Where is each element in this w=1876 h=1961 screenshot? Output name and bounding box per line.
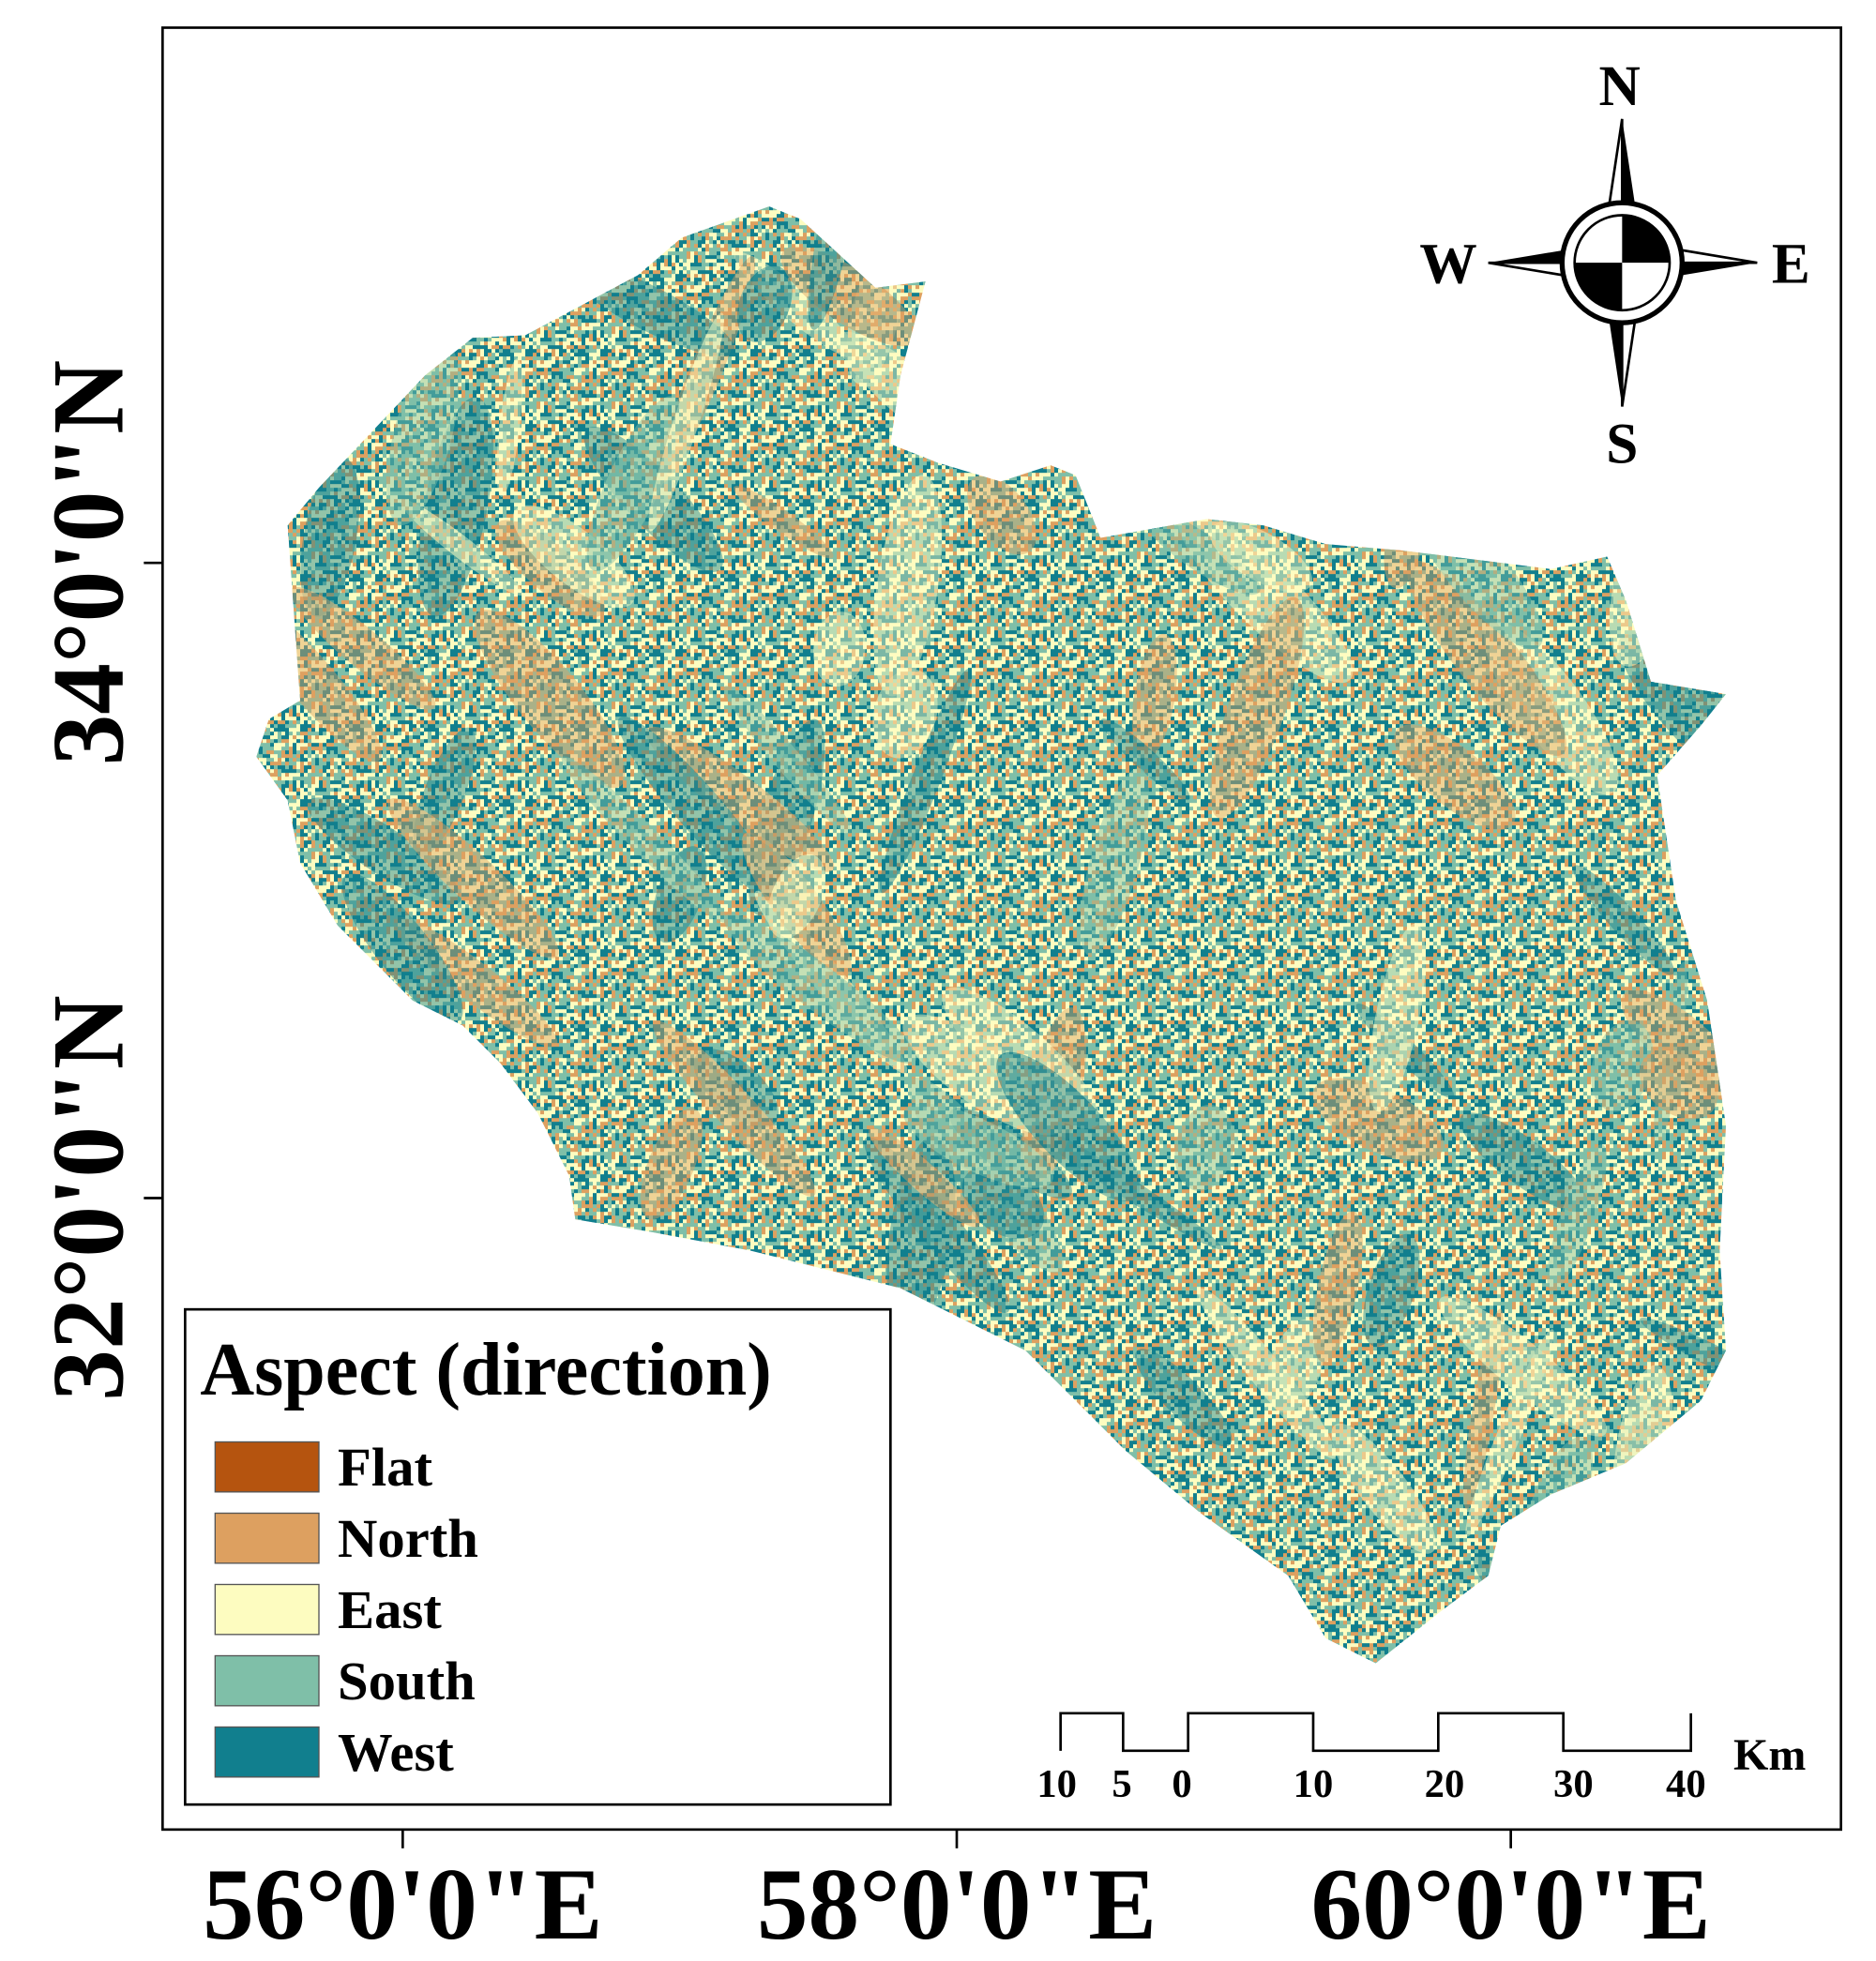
scale-label: 10 [1294, 1762, 1334, 1806]
terrain-patch [1673, 1428, 1726, 1577]
terrain-patch [1127, 1581, 1204, 1662]
graticule-ticks [144, 561, 1512, 1848]
legend-label: West [338, 1722, 454, 1783]
terrain-patch [1512, 353, 1565, 477]
terrain-patch [269, 206, 313, 347]
legend-swatch [214, 1441, 320, 1493]
legend-title: Aspect (direction) [200, 1329, 772, 1411]
x-axis-label: 58°0'0"E [757, 1848, 1157, 1961]
north-arrow [1488, 118, 1758, 407]
compass-west: W [1419, 233, 1476, 296]
terrain-patch [256, 859, 305, 961]
x-axis-label: 56°0'0"E [203, 1848, 602, 1961]
scale-bar [1059, 1712, 1692, 1753]
scale-label: 40 [1666, 1762, 1706, 1806]
terrain-patch [1644, 1605, 1726, 1664]
scale-label: 30 [1553, 1762, 1594, 1806]
terrain-patch [567, 206, 609, 299]
legend-swatch [214, 1726, 320, 1778]
legend-label: Flat [338, 1437, 432, 1498]
legend-swatch [214, 1654, 320, 1707]
x-axis-label: 60°0'0"E [1310, 1848, 1710, 1961]
terrain-patch [955, 206, 1023, 319]
legend-swatch [214, 1583, 320, 1636]
scale-unit: Km [1733, 1730, 1806, 1780]
legend-label: South [338, 1651, 476, 1712]
scale-label: 5 [1112, 1762, 1131, 1806]
legend-label: East [338, 1579, 442, 1640]
compass-south: S [1606, 413, 1638, 476]
compass-east: E [1772, 233, 1810, 296]
legend-swatch [214, 1512, 320, 1564]
legend-label: North [338, 1508, 478, 1569]
scale-label: 20 [1425, 1762, 1465, 1806]
scale-label: 0 [1172, 1762, 1191, 1806]
y-axis-label: 34°0'0"N [32, 360, 145, 765]
terrain-patch [1620, 1511, 1681, 1638]
compass-north: N [1599, 54, 1641, 118]
y-axis-label: 32°0'0"N [32, 995, 145, 1400]
terrain-patch [1300, 216, 1408, 345]
terrain-patch [344, 1047, 432, 1281]
map-frame [161, 26, 1842, 1832]
scale-label: 10 [1036, 1762, 1077, 1806]
terrain-patch [932, 1391, 1040, 1486]
scale-labels: 10 5 0 10 20 30 40 [1036, 1762, 1705, 1806]
legend-items: Flat North East South West [214, 1437, 478, 1783]
